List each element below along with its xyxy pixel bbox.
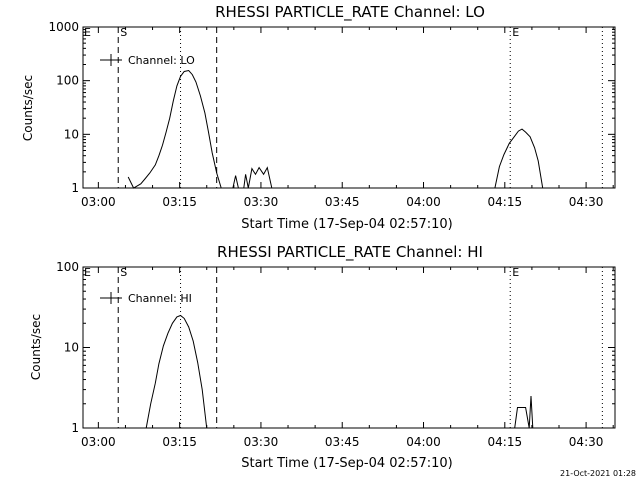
x-tick-label: 03:30	[244, 195, 279, 209]
y-tick-label: 1000	[48, 20, 79, 34]
x-tick-label: 04:15	[488, 435, 523, 449]
series	[127, 69, 544, 189]
plot-frame	[82, 26, 616, 189]
legend-label: Channel: HI	[128, 292, 192, 305]
time-markers: S EE	[84, 26, 603, 188]
axes: 03:00 03:15 03:30 03:45 04:00 04:15 04:30 1 10 10…	[48, 20, 616, 209]
x-axis-label: Start Time (17-Sep-04 02:57:10)	[241, 456, 452, 471]
chart-lo-channel: RHESSI PARTICLE_RATE Channel: LO Counts/…	[21, 3, 616, 232]
x-tick-label: 03:15	[162, 435, 197, 449]
time-marker-label: E	[512, 26, 519, 39]
series-line	[145, 314, 208, 429]
chart-title: RHESSI PARTICLE_RATE Channel: LO	[215, 3, 485, 22]
x-tick-label: 04:00	[406, 435, 441, 449]
time-marker-label: S	[120, 266, 127, 279]
x-tick-label: 04:15	[488, 195, 523, 209]
x-axis-label: Start Time (17-Sep-04 02:57:10)	[241, 217, 452, 232]
y-tick-label: 1	[71, 421, 79, 435]
corner-label: E	[84, 26, 91, 39]
x-tick-label: 04:30	[569, 435, 604, 449]
y-tick-label: 1	[71, 181, 79, 195]
series	[145, 314, 534, 429]
series-line	[494, 128, 544, 189]
y-tick-label: 10	[64, 127, 79, 141]
y-tick-label: 100	[56, 260, 79, 274]
y-axis-label: Counts/sec	[29, 314, 43, 380]
x-tick-label: 03:00	[81, 435, 116, 449]
time-marker-label: S	[120, 26, 127, 39]
y-axis-label: Counts/sec	[21, 75, 35, 141]
time-marker-label: E	[512, 266, 519, 279]
corner-label: E	[84, 266, 91, 279]
series-line	[232, 166, 273, 189]
footer-timestamp: 21-Oct-2021 01:28	[560, 469, 636, 478]
legend: Channel: HI	[100, 292, 192, 305]
x-tick-label: 04:30	[569, 195, 604, 209]
x-tick-label: 03:30	[244, 435, 279, 449]
legend-label: Channel: LO	[128, 54, 195, 67]
x-tick-label: 03:15	[162, 195, 197, 209]
time-markers: S EE	[84, 266, 603, 428]
y-tick-label: 10	[64, 341, 79, 355]
y-tick-label: 100	[56, 74, 79, 88]
series-line	[514, 395, 534, 429]
axes: 03:00 03:15 03:30 03:45 04:00 04:15 04:30 1 10 10…	[56, 260, 616, 449]
x-tick-label: 03:45	[325, 195, 360, 209]
x-tick-label: 03:00	[81, 195, 116, 209]
legend: Channel: LO	[100, 54, 195, 67]
x-tick-label: 04:00	[406, 195, 441, 209]
series-line	[127, 69, 222, 189]
chart-title: RHESSI PARTICLE_RATE Channel: HI	[217, 243, 483, 262]
chart-hi-channel: RHESSI PARTICLE_RATE Channel: HI Counts/…	[29, 243, 616, 471]
x-tick-label: 03:45	[325, 435, 360, 449]
